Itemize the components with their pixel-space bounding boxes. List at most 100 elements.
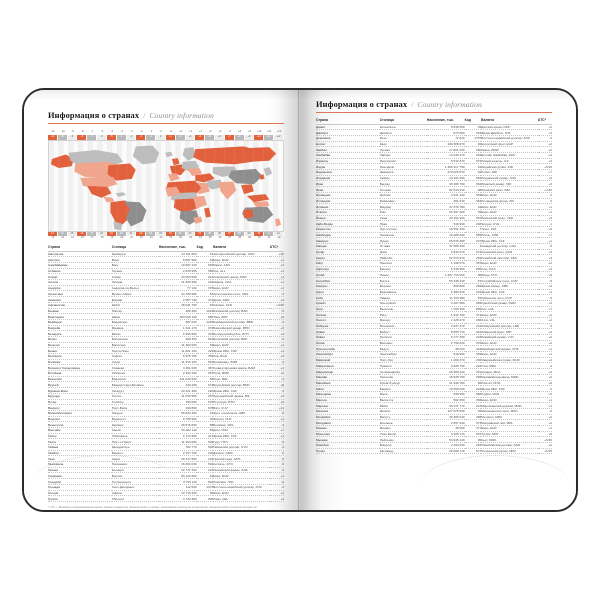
table-cell: Ангола [48,279,112,286]
timezone-cell: -2 [136,135,147,140]
table-cell: Иордания [316,175,380,182]
table-cell: 267 [196,370,214,377]
timezone-label: 21 [130,236,133,240]
table-cell: Либревиль [111,433,159,440]
book-spine-shadow [277,90,323,510]
table-cell: 4 941 440 [426,192,465,199]
page-top-shadow [24,90,576,100]
table-cell: Алжирский динар, DZD [213,273,270,281]
table-cell: 2 832 070 [426,249,465,256]
table-cell: Вена [111,256,159,264]
table-cell: 9 466 860 [158,330,197,337]
table-cell: 11 484 060 [158,342,197,349]
table-cell: Бутан [48,399,112,406]
right-page-title-en: Country information [417,100,482,109]
table-cell: +2 [537,334,552,341]
table-cell: Юань, CNY [481,271,538,279]
table-cell: 218 [464,334,482,341]
table-cell: 86 [464,271,482,279]
table-cell: 4 937 370 [426,323,465,330]
timezone-cell: 01 [165,231,176,237]
table-cell: Евро, EUR [213,342,270,349]
right-table-header-row: Страна Столица Население, тыс. Код Валют… [316,118,552,125]
table-row: Кения Найроби 52 573 970 254 Кенийский шилли… [316,254,552,262]
table-cell: Нейпьидо [379,436,427,444]
table-row: Либерия Монровия 4 937 370 231 Либерийский д… [316,323,552,330]
table-cell: Мьянма [316,436,380,444]
table-cell: Мали [316,385,380,392]
table-cell: +4 [269,296,284,303]
table-cell: 258 [464,414,482,421]
table-cell: +1 [269,342,284,349]
table-cell: 678 [196,404,214,411]
timezone-cell: 09 [244,231,255,237]
table-cell: +4 [269,495,284,502]
table-cell: Намибийский доллар, NAD [481,442,538,449]
table-cell: Масеру [379,317,427,324]
table-cell: Габон [48,433,112,440]
timezone-cell: -8 [77,135,88,140]
table-cell: Лари, GEL [213,495,270,502]
table-cell: Марокко [316,402,380,409]
table-row: Джибути Джибути 973 560 253 Франк Джибути, D… [316,129,552,136]
left-page-title-en: Country information [149,111,214,120]
table-row: Индия Нью-Дели 1 366 417 750 91 Индийская ру… [316,163,552,171]
table-cell: Будапешт [111,416,159,423]
table-cell: 856 [464,306,482,313]
table-cell: Боливия [48,359,112,366]
table-cell: Австралийский доллар, AUD [213,251,270,258]
timezone-cell: +12 [274,135,284,140]
table-cell: Никосия [379,260,427,267]
table-cell: +3 [537,180,552,188]
table-cell: Нгултрум, BTN [213,399,270,406]
table-cell: 10 101 690 [426,175,465,182]
table-cell: Аккра [111,455,159,463]
table-cell: 972 [464,158,482,165]
table-row: Босния и Герцеговина Сараево 3 301 000 387 К… [48,364,284,372]
table-cell: Австрия [48,256,112,264]
table-cell: Канада [316,243,380,250]
table-cell: Бурунди [48,393,112,400]
table-cell: Барбадосский доллар, BBD [213,319,270,326]
table-row: Люксембург Люксембург 619 900 352 Евро, EUR +… [316,351,552,358]
table-cell: Афганистан [48,302,112,309]
right-page-title-ru: Информация о странах [316,100,408,109]
table-row: Бельгия Брюссель 11 484 060 32 Евро, EUR +1 [48,342,284,349]
table-cell: 11 801 150 [158,347,197,355]
table-cell: Швейцарский франк, CHF [481,345,538,353]
timezone-label: -10 [60,130,65,134]
table-cell: Дания [316,124,380,131]
table-cell: 52 [464,408,482,415]
table-cell: 60 [464,380,482,387]
table-cell: 855 [464,232,482,239]
table-cell: 0 [269,450,284,457]
table-cell: Бейрут [379,328,427,336]
table-cell: Конго [316,289,380,296]
table-cell: Руфия, MVR [481,391,538,398]
table-cell: +8 [269,381,284,389]
table-cell: Бразилиа [111,376,159,383]
table-cell: Банжул [111,450,159,457]
table-cell: 95 [464,436,482,444]
table-cell: Непальская рупия, NPR [481,448,538,455]
table-cell: -5 [269,308,284,315]
table-cell: +2 [537,414,552,421]
table-cell: 1 198 570 [426,260,465,267]
table-cell: Бурундийский франк, BIF [213,393,270,400]
left-page-footnote: * UTC — Всемирное координированное время… [48,505,258,509]
col-header-capital: Столица [379,118,427,125]
table-cell: Гватемала [111,461,159,468]
right-page-title: Информация о странах / Country informati… [316,100,552,109]
table-cell: 44 780 680 [158,290,197,298]
table-cell: 6 855 710 [426,328,465,336]
table-cell: 673 [196,381,214,389]
table-cell: 361 310 [426,198,465,205]
table-cell: Германия [48,472,112,480]
timezone-label: +8 [238,130,242,134]
table-cell: 57 [464,277,482,284]
timezone-label: +12 [276,130,282,134]
table-cell: 11 263 080 [158,438,197,446]
timezone-cell: -9 [67,135,78,140]
table-cell: Тирана [111,268,159,275]
table-row: Исландия Рейкьявик 361 310 354 Исландская кр… [316,198,552,205]
